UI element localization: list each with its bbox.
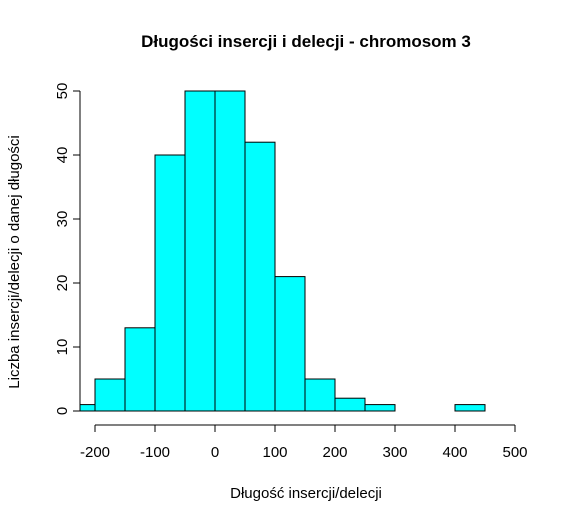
chart-title: Długości insercji i delecji - chromosom …	[141, 32, 471, 51]
histogram-bar	[334, 397, 366, 412]
histogram-bar	[79, 404, 96, 412]
y-tick-label: 20	[54, 275, 71, 292]
y-tick-label: 10	[54, 339, 71, 356]
histogram-bar	[454, 404, 486, 412]
x-tick-label: 300	[382, 444, 407, 461]
x-axis-label: Długość insercji/delecji	[230, 485, 382, 502]
histogram-bar	[304, 378, 336, 412]
x-tick-label: 100	[262, 444, 287, 461]
y-tick-label: 0	[54, 407, 71, 415]
y-axis: 0 10 20 30 40 50	[54, 83, 81, 415]
histogram-bar	[364, 404, 396, 412]
histogram-bar	[154, 154, 186, 412]
x-tick-label: 200	[322, 444, 347, 461]
histogram-bar	[124, 327, 156, 412]
x-tick-label: -200	[80, 444, 110, 461]
histogram-bar	[184, 90, 216, 412]
histogram-bar	[214, 90, 246, 412]
histogram-bar	[274, 276, 306, 412]
y-tick-label: 50	[54, 83, 71, 100]
x-tick-label: -100	[140, 444, 170, 461]
x-axis: -200 -100 0 100 200 300 400 500	[80, 424, 528, 461]
y-axis-label: Liczba insercji/delecji o danej długości	[6, 135, 23, 388]
histogram-bar	[244, 141, 276, 412]
y-tick-label: 30	[54, 211, 71, 228]
bars-group	[79, 90, 486, 412]
histogram-bar	[94, 378, 126, 412]
x-tick-label: 400	[442, 444, 467, 461]
y-tick-label: 40	[54, 147, 71, 164]
x-tick-label: 0	[211, 444, 219, 461]
x-tick-label: 500	[502, 444, 527, 461]
